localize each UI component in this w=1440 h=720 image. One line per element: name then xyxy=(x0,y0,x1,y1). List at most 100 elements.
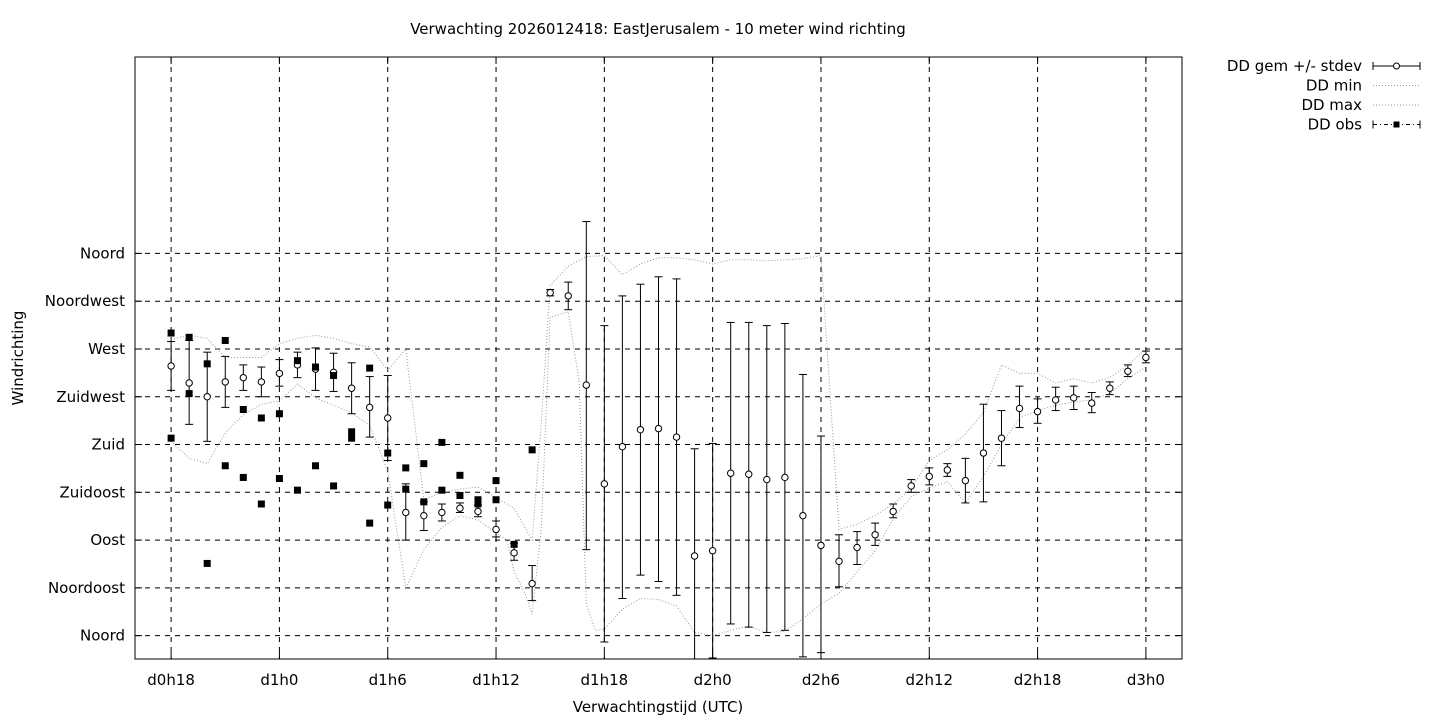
obs-point xyxy=(167,434,175,442)
obs-point xyxy=(420,498,428,506)
obs-point xyxy=(185,390,193,398)
mean-point xyxy=(690,552,699,560)
series-obs xyxy=(167,329,536,567)
obs-point xyxy=(402,464,410,472)
x-tick-label: d1h18 xyxy=(581,671,629,689)
mean-point xyxy=(564,292,572,300)
series-min xyxy=(170,311,1147,637)
x-tick-label: d1h0 xyxy=(260,671,298,689)
obs-point xyxy=(384,501,392,509)
mean-point xyxy=(961,476,970,485)
obs-point xyxy=(366,519,374,527)
mean-point xyxy=(871,531,879,539)
mean-point xyxy=(763,475,771,484)
mean-point xyxy=(257,378,266,386)
mean-point xyxy=(185,379,193,387)
mean-point xyxy=(745,470,753,478)
x-tick-label: d3h0 xyxy=(1127,671,1165,689)
mean-point xyxy=(943,466,952,474)
mean-point xyxy=(420,511,428,520)
mean-point xyxy=(1142,353,1150,362)
mean-point xyxy=(997,434,1006,442)
obs-point xyxy=(366,364,374,372)
obs-point xyxy=(348,434,356,442)
mean-point xyxy=(654,424,663,433)
mean-point xyxy=(203,393,211,401)
mean-point xyxy=(167,362,175,370)
dd-max-line xyxy=(170,254,1147,542)
y-tick-label: Zuidwest xyxy=(56,388,125,406)
chart-title: Verwachting 2026012418: EastJerusalem - … xyxy=(410,20,906,38)
obs-point xyxy=(275,475,283,483)
mean-point xyxy=(600,480,609,488)
y-tick-label: West xyxy=(88,340,125,358)
mean-point xyxy=(582,381,590,389)
x-tick-label: d1h6 xyxy=(369,671,407,689)
obs-point xyxy=(510,540,518,548)
mean-point xyxy=(925,472,933,481)
y-tick-label: Zuidoost xyxy=(59,483,125,501)
mean-point xyxy=(365,403,374,412)
obs-point xyxy=(420,460,428,468)
series-mean xyxy=(167,221,1150,659)
obs-point xyxy=(474,500,482,508)
y-tick-label: Noord xyxy=(80,627,125,645)
x-axis-label: Verwachtingstijd (UTC) xyxy=(573,698,744,716)
obs-point xyxy=(203,559,211,567)
mean-point xyxy=(636,425,645,434)
legend-label: DD obs xyxy=(1308,116,1363,134)
mean-point xyxy=(907,482,915,490)
obs-point xyxy=(384,449,392,457)
mean-point xyxy=(221,378,229,386)
mean-point xyxy=(456,504,464,512)
series-max xyxy=(170,254,1147,542)
obs-point xyxy=(257,500,265,508)
mean-point xyxy=(1015,404,1024,413)
mean-point xyxy=(835,557,843,566)
mean-point xyxy=(1106,384,1114,392)
obs-point xyxy=(438,486,446,494)
x-tick-label: d2h6 xyxy=(802,671,840,689)
legend-key-point xyxy=(1393,62,1400,70)
obs-point xyxy=(239,473,247,481)
mean-point xyxy=(889,507,897,516)
mean-point xyxy=(1033,407,1042,416)
mean-point xyxy=(492,525,500,534)
mean-point xyxy=(275,369,284,378)
mean-point xyxy=(347,384,356,392)
mean-point xyxy=(1088,399,1096,407)
mean-point xyxy=(1124,367,1132,375)
obs-point xyxy=(221,462,229,470)
obs-point xyxy=(221,336,229,344)
obs-point xyxy=(348,428,356,436)
obs-point xyxy=(312,363,320,371)
mean-point xyxy=(853,543,861,552)
mean-point xyxy=(402,508,410,517)
obs-point xyxy=(456,471,464,479)
dd-min-line xyxy=(170,311,1147,637)
mean-point xyxy=(799,511,807,520)
mean-point xyxy=(979,449,988,457)
mean-point xyxy=(817,541,825,550)
mean-point xyxy=(727,469,735,477)
obs-point xyxy=(239,405,247,413)
obs-point xyxy=(167,329,175,337)
y-tick-label: Noord xyxy=(80,244,125,262)
legend-key-point xyxy=(1393,121,1400,128)
obs-point xyxy=(492,477,500,485)
y-tick-label: Zuid xyxy=(92,436,125,454)
obs-point xyxy=(330,372,338,380)
y-axis-label: Windrichting xyxy=(9,311,27,406)
obs-point xyxy=(185,333,193,341)
y-tick-label: Noordwest xyxy=(45,292,125,310)
y-tick-label: Oost xyxy=(90,531,125,549)
obs-point xyxy=(456,491,464,499)
x-tick-label: d1h12 xyxy=(472,671,520,689)
obs-point xyxy=(293,486,301,494)
obs-point xyxy=(438,438,446,446)
mean-point xyxy=(510,549,518,557)
mean-point xyxy=(438,508,446,517)
mean-point xyxy=(474,507,482,516)
obs-point xyxy=(402,485,410,493)
